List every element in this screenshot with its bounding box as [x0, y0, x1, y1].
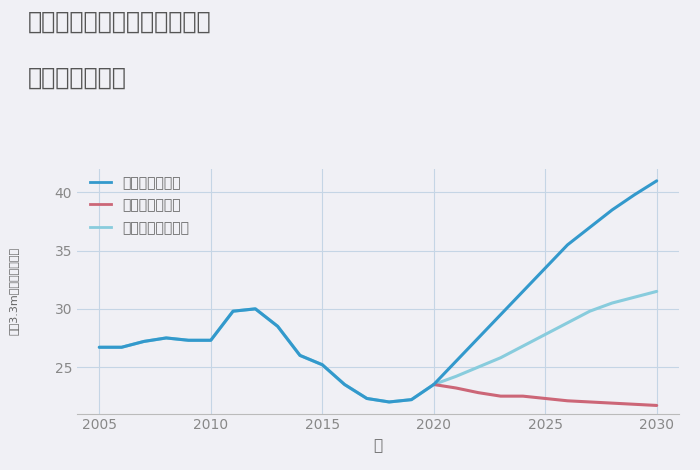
グッドシナリオ — [251, 306, 260, 312]
バッドシナリオ — [430, 382, 438, 387]
ノーマルシナリオ — [564, 320, 572, 326]
グッドシナリオ — [140, 338, 148, 344]
グッドシナリオ — [407, 397, 416, 402]
バッドシナリオ — [652, 403, 661, 408]
グッドシナリオ — [385, 399, 393, 405]
ノーマルシナリオ — [519, 343, 527, 349]
グッドシナリオ — [541, 265, 550, 271]
グッドシナリオ — [340, 382, 349, 387]
グッドシナリオ — [652, 178, 661, 184]
ノーマルシナリオ — [496, 355, 505, 360]
Line: バッドシナリオ: バッドシナリオ — [434, 384, 657, 406]
X-axis label: 年: 年 — [373, 438, 383, 453]
バッドシナリオ — [564, 398, 572, 404]
バッドシナリオ — [630, 401, 638, 407]
ノーマルシナリオ — [318, 362, 326, 368]
Line: グッドシナリオ: グッドシナリオ — [99, 181, 657, 402]
ノーマルシナリオ — [541, 332, 550, 337]
バッドシナリオ — [608, 400, 616, 406]
ノーマルシナリオ — [229, 308, 237, 314]
グッドシナリオ — [608, 207, 616, 213]
Legend: グッドシナリオ, バッドシナリオ, ノーマルシナリオ: グッドシナリオ, バッドシナリオ, ノーマルシナリオ — [90, 176, 189, 235]
ノーマルシナリオ — [95, 345, 104, 350]
グッドシナリオ — [318, 362, 326, 368]
ノーマルシナリオ — [430, 382, 438, 387]
グッドシナリオ — [296, 352, 304, 358]
ノーマルシナリオ — [363, 396, 371, 401]
バッドシナリオ — [474, 390, 482, 395]
ノーマルシナリオ — [586, 308, 594, 314]
グッドシナリオ — [206, 337, 215, 343]
ノーマルシナリオ — [184, 337, 192, 343]
グッドシナリオ — [184, 337, 192, 343]
ノーマルシナリオ — [118, 345, 126, 350]
グッドシナリオ — [363, 396, 371, 401]
ノーマルシナリオ — [652, 289, 661, 294]
ノーマルシナリオ — [452, 374, 460, 379]
ノーマルシナリオ — [385, 399, 393, 405]
ノーマルシナリオ — [162, 335, 170, 341]
グッドシナリオ — [586, 225, 594, 230]
グッドシナリオ — [452, 359, 460, 364]
Text: 坪（3.3m）単価（万円）: 坪（3.3m）単価（万円） — [9, 247, 19, 336]
ノーマルシナリオ — [474, 364, 482, 370]
グッドシナリオ — [274, 323, 282, 329]
Line: ノーマルシナリオ: ノーマルシナリオ — [99, 291, 657, 402]
グッドシナリオ — [630, 192, 638, 197]
グッドシナリオ — [118, 345, 126, 350]
グッドシナリオ — [564, 242, 572, 248]
グッドシナリオ — [95, 345, 104, 350]
グッドシナリオ — [496, 312, 505, 318]
ノーマルシナリオ — [630, 294, 638, 300]
Text: 土地の価格推移: 土地の価格推移 — [28, 66, 127, 90]
ノーマルシナリオ — [407, 397, 416, 402]
バッドシナリオ — [452, 385, 460, 391]
ノーマルシナリオ — [206, 337, 215, 343]
バッドシナリオ — [586, 399, 594, 405]
グッドシナリオ — [474, 335, 482, 341]
バッドシナリオ — [496, 393, 505, 399]
グッドシナリオ — [162, 335, 170, 341]
バッドシナリオ — [519, 393, 527, 399]
ノーマルシナリオ — [251, 306, 260, 312]
ノーマルシナリオ — [608, 300, 616, 306]
グッドシナリオ — [229, 308, 237, 314]
グッドシナリオ — [430, 382, 438, 387]
グッドシナリオ — [519, 289, 527, 294]
Text: 兵庫県三田市つつじが丘南の: 兵庫県三田市つつじが丘南の — [28, 9, 211, 33]
ノーマルシナリオ — [296, 352, 304, 358]
ノーマルシナリオ — [340, 382, 349, 387]
ノーマルシナリオ — [140, 338, 148, 344]
バッドシナリオ — [541, 396, 550, 401]
ノーマルシナリオ — [274, 323, 282, 329]
